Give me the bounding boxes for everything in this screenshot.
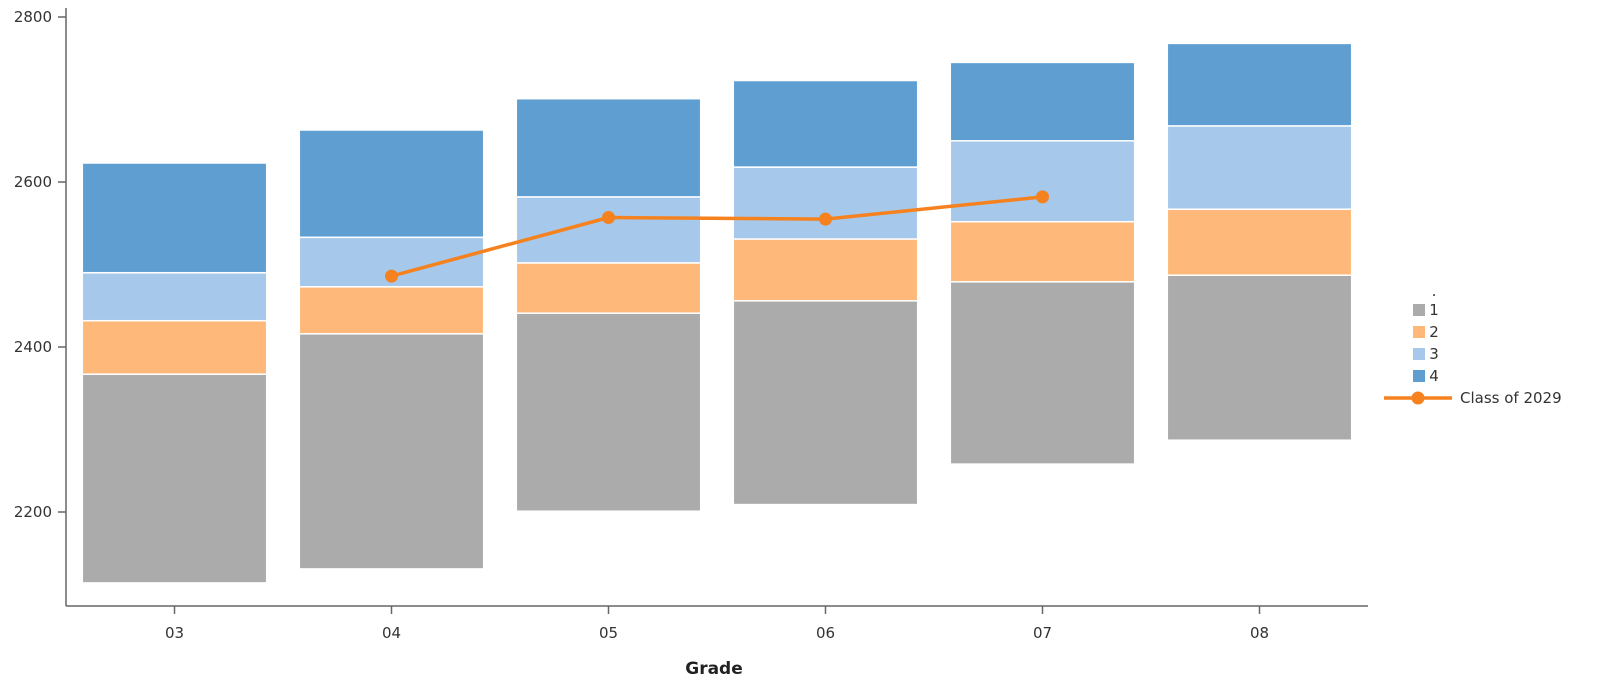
class-line-point-07[interactable] xyxy=(1036,190,1049,204)
legend-title: . xyxy=(1432,282,1437,300)
y-axis-ticks: 2200 2400 2600 2800 xyxy=(14,8,66,521)
x-tick-label: 04 xyxy=(382,624,401,642)
chart-axes xyxy=(65,8,1368,607)
bar-segment-1-08 xyxy=(1166,274,1353,441)
stacked-bars xyxy=(81,42,1353,584)
legend-label: 1 xyxy=(1429,301,1439,319)
bar-segment-4-06 xyxy=(732,79,919,168)
legend-label: 2 xyxy=(1429,323,1439,341)
legend-label: 3 xyxy=(1429,345,1439,363)
bar-segment-4-05 xyxy=(515,97,702,198)
x-tick-label: 08 xyxy=(1250,624,1269,642)
legend-swatch-2 xyxy=(1413,326,1425,338)
bar-segment-1-05 xyxy=(515,312,702,512)
x-tick-label: 07 xyxy=(1033,624,1052,642)
bar-segment-4-08 xyxy=(1166,42,1353,127)
y-tick-label: 2400 xyxy=(14,338,52,356)
class-line-series xyxy=(385,190,1049,283)
legend-line-marker xyxy=(1411,391,1425,405)
legend-label: 4 xyxy=(1429,367,1439,385)
class-line-point-04[interactable] xyxy=(385,269,398,283)
bar-segment-4-03 xyxy=(81,162,268,274)
bar-segment-3-08 xyxy=(1166,125,1353,210)
class-line-point-05[interactable] xyxy=(602,211,615,224)
x-axis-ticks: 03 04 05 06 07 08 xyxy=(165,606,1269,642)
class-line-point-06[interactable] xyxy=(819,212,832,226)
bar-segment-1-07 xyxy=(949,281,1136,465)
chart-legend: . 1 2 3 4 Class of 2029 xyxy=(1384,282,1562,407)
bar-segment-3-07 xyxy=(949,140,1136,223)
bar-segment-3-03 xyxy=(81,272,268,322)
bar-segment-4-07 xyxy=(949,61,1136,142)
bar-segment-2-08 xyxy=(1166,208,1353,276)
legend-swatch-4 xyxy=(1413,370,1425,382)
bar-segment-3-05 xyxy=(515,196,702,264)
legend-swatch-3 xyxy=(1413,348,1425,360)
bar-segment-2-05 xyxy=(515,262,702,314)
bar-segment-1-06 xyxy=(732,300,919,506)
x-tick-label: 05 xyxy=(599,624,618,642)
bar-segment-1-04 xyxy=(298,333,485,570)
y-tick-label: 2800 xyxy=(14,8,52,26)
y-tick-label: 2200 xyxy=(14,503,52,521)
class-line xyxy=(391,195,1043,278)
bar-segment-2-06 xyxy=(732,238,919,302)
bar-segment-2-07 xyxy=(949,220,1136,283)
bar-segment-2-04 xyxy=(298,286,485,335)
bar-segment-4-04 xyxy=(298,129,485,239)
legend-swatch-1 xyxy=(1413,304,1425,316)
bar-segment-1-03 xyxy=(81,373,268,584)
bar-segment-3-06 xyxy=(732,166,919,240)
x-axis-title: Grade xyxy=(685,659,743,679)
bar-segment-2-03 xyxy=(81,319,268,375)
y-tick-label: 2600 xyxy=(14,173,52,191)
x-tick-label: 06 xyxy=(816,624,835,642)
legend-label: Class of 2029 xyxy=(1460,389,1562,407)
x-tick-label: 03 xyxy=(165,624,184,642)
